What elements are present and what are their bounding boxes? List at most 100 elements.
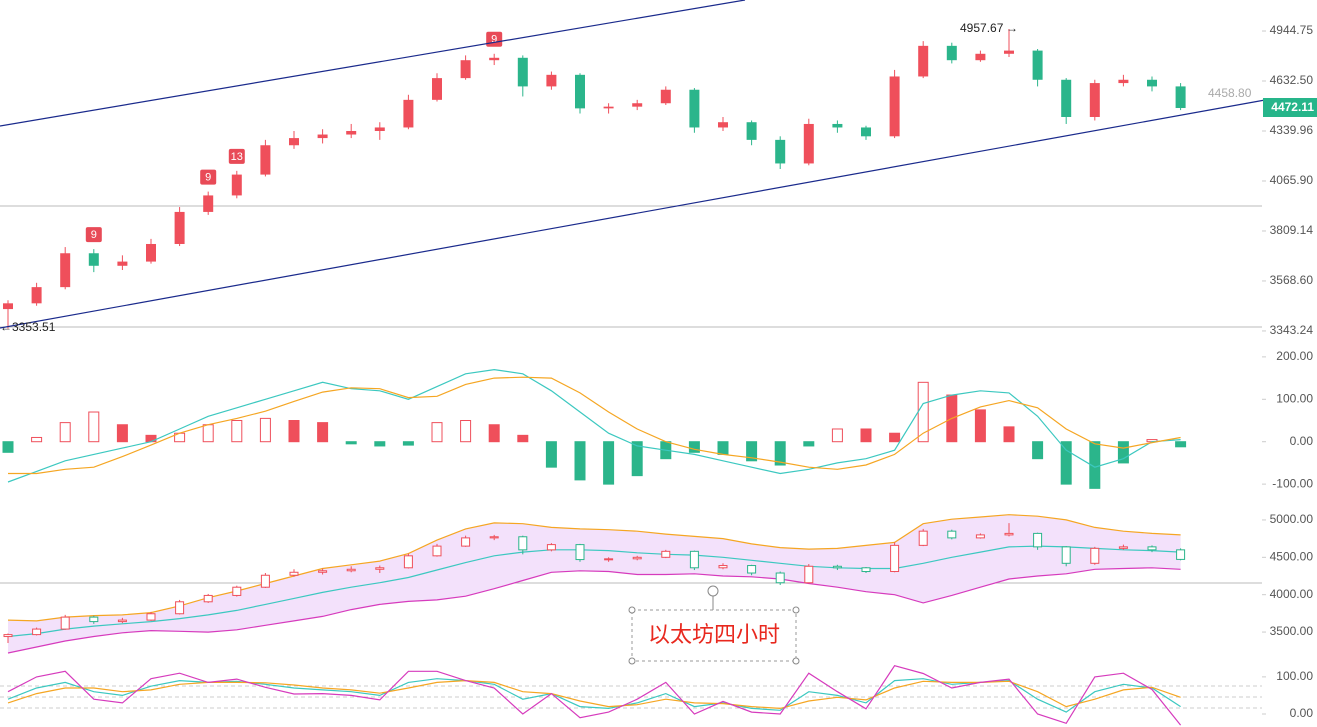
price-bar-body	[60, 616, 70, 630]
price-bar-body	[375, 567, 385, 570]
macd-bar	[259, 417, 271, 443]
macd-bar	[59, 422, 71, 443]
candle-body	[3, 303, 13, 310]
y-tick-label: 4000.00	[1270, 587, 1314, 601]
price-bar-body	[1033, 532, 1043, 548]
price-bar-body	[518, 536, 528, 551]
candle-body	[832, 123, 843, 128]
price-bar-body	[318, 570, 328, 573]
macd-bar	[1060, 441, 1072, 485]
td-label: 13	[231, 151, 243, 163]
price-bar-body	[546, 544, 556, 551]
candle-body	[460, 60, 471, 79]
price-bar-body	[661, 550, 671, 558]
candle-body	[575, 74, 585, 109]
candle-body	[1175, 86, 1186, 109]
candle-body	[260, 145, 271, 175]
candle-body	[1032, 50, 1043, 80]
price-bar-body	[689, 550, 699, 569]
candle-body	[289, 138, 299, 146]
macd-bar	[1032, 441, 1044, 460]
candle-body	[889, 76, 900, 137]
candle-body	[317, 134, 328, 139]
macd-bar	[488, 424, 500, 443]
y-tick-label: 5000.00	[1270, 512, 1314, 526]
macd-bar	[1117, 441, 1129, 464]
macd-bar	[2, 441, 14, 453]
macd-bar	[803, 441, 815, 447]
td-label: 9	[491, 34, 497, 46]
y-tick-label: 0.00	[1290, 706, 1314, 720]
macd-bar	[974, 409, 986, 443]
y-tick-label: 100.00	[1276, 391, 1313, 405]
macd-bar	[88, 411, 100, 443]
caption-box[interactable]	[631, 609, 797, 662]
price-bar-body	[775, 572, 785, 584]
handle[interactable]	[628, 657, 636, 665]
macd-bar	[1089, 441, 1101, 489]
macd-bar	[288, 420, 300, 443]
upper-band	[7, 514, 1181, 622]
macd-bar	[603, 441, 615, 485]
price-bar-body	[1090, 547, 1100, 564]
y-tick-label: 4339.96	[1270, 123, 1314, 137]
j-line	[7, 665, 1182, 726]
macd-bar	[431, 422, 443, 443]
macd-bar	[717, 441, 729, 455]
candle-body	[1061, 79, 1072, 117]
macd-bar	[545, 441, 557, 468]
price-bar-body	[89, 616, 99, 623]
y-tick-label: 3500.00	[1270, 624, 1314, 638]
candle-body	[146, 243, 156, 262]
price-bar-body	[346, 568, 356, 572]
candle-body	[803, 123, 814, 164]
price-bar-body	[461, 537, 471, 547]
price-bar-body	[1061, 546, 1071, 564]
candle-body	[517, 57, 528, 87]
handle[interactable]	[707, 585, 719, 597]
price-bar-body	[1176, 549, 1186, 560]
price-bar-body	[1147, 546, 1157, 551]
td-marker	[200, 169, 217, 185]
handle[interactable]	[792, 657, 800, 665]
y-tick-label: 4500.00	[1270, 549, 1314, 563]
price-bar-body	[918, 530, 928, 546]
candle-body	[689, 89, 700, 128]
td-marker	[228, 148, 245, 164]
handle[interactable]	[792, 606, 800, 614]
candle-body	[718, 122, 728, 128]
candle-body	[231, 174, 242, 196]
channel-line	[0, 0, 746, 127]
candle-body	[946, 45, 957, 61]
handle[interactable]	[628, 606, 636, 614]
price-bar-body	[260, 574, 270, 588]
price-bar-body	[403, 555, 413, 569]
y-tick-label: 3343.24	[1270, 323, 1314, 337]
macd-bar	[116, 424, 128, 443]
mid-band	[7, 545, 1181, 638]
macd-bar	[889, 432, 901, 443]
arrow: ←	[0, 320, 12, 334]
candle-body	[346, 130, 357, 135]
y-tick-label: 3809.14	[1270, 223, 1314, 237]
candle-body	[31, 287, 42, 304]
candle-body	[918, 45, 929, 77]
macd-bar	[402, 441, 414, 446]
macd-bar	[231, 420, 243, 443]
candle-body	[174, 211, 185, 244]
macd-bar	[688, 441, 700, 453]
macd-bar	[574, 441, 586, 481]
candle-body	[403, 99, 414, 128]
price-bar-body	[718, 565, 728, 569]
last-price-tag	[1263, 98, 1317, 117]
price-bar-body	[232, 586, 242, 596]
channel-line	[0, 99, 1266, 329]
price-bar-body	[146, 613, 156, 621]
price-bar-body	[804, 565, 814, 584]
macd-bar	[202, 424, 214, 443]
dif-line	[7, 368, 1181, 483]
macd-bar	[774, 441, 786, 466]
high-label: 4957.67	[960, 21, 1004, 35]
price-bar-body	[1004, 532, 1014, 536]
